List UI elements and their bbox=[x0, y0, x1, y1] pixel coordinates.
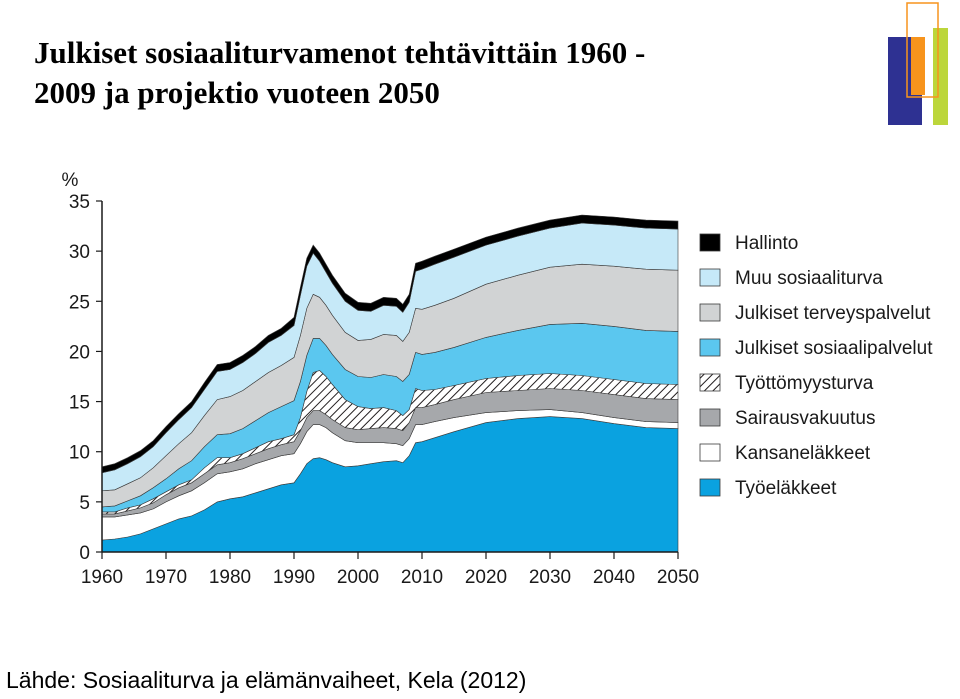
legend-swatch-julkiset-terveyspalvelut bbox=[699, 303, 721, 322]
x-tick-label: 2050 bbox=[657, 567, 699, 588]
area-layers bbox=[101, 214, 679, 553]
slide-title: Julkiset sosiaaliturvamenot tehtävittäin… bbox=[34, 33, 854, 113]
slide-title-line-2: 2009 ja projektio vuoteen 2050 bbox=[34, 75, 440, 110]
legend: Hallinto Muu sosiaaliturva Julkiset tervey… bbox=[699, 233, 933, 499]
legend-swatch-muu-sosiaaliturva bbox=[699, 268, 721, 287]
legend-label-julkiset-terveyspalvelut: Julkiset terveyspalvelut bbox=[735, 303, 931, 324]
legend-label-muu-sosiaaliturva: Muu sosiaaliturva bbox=[735, 268, 883, 289]
x-tick-label: 2000 bbox=[337, 567, 379, 588]
x-tick-label: 2010 bbox=[401, 567, 443, 588]
slide-title-line-1: Julkiset sosiaaliturvamenot tehtävittäin… bbox=[34, 35, 646, 70]
legend-swatch-kansanelakkeet bbox=[699, 443, 721, 462]
stacked-area-chart: % 0 5 10 15 20 25 30 35 1960 1970 1980 1990 2000 2010 2… bbox=[62, 170, 934, 588]
logo-outline bbox=[906, 2, 939, 98]
y-tick-label: 25 bbox=[69, 292, 90, 313]
legend-label-hallinto: Hallinto bbox=[735, 233, 798, 254]
logo-green-bar bbox=[933, 28, 948, 125]
source-note: Lähde: Sosiaaliturva ja elämänvaiheet, K… bbox=[6, 667, 527, 693]
x-tick-label: 1960 bbox=[81, 567, 123, 588]
legend-swatch-julkiset-sosiaalipalvelut bbox=[699, 338, 721, 357]
x-tick-label: 1990 bbox=[273, 567, 315, 588]
y-tick-label: 15 bbox=[69, 393, 90, 414]
y-axis-label: % bbox=[62, 170, 79, 191]
legend-swatch-hallinto bbox=[699, 233, 721, 252]
legend-swatch-tyottomyysturva bbox=[699, 373, 721, 392]
y-tick-label: 10 bbox=[69, 443, 90, 464]
y-tick-label: 20 bbox=[69, 342, 90, 363]
x-tick-label: 2020 bbox=[465, 567, 507, 588]
brand-logo bbox=[888, 2, 948, 125]
area-hallinto bbox=[101, 214, 679, 474]
x-tick-label: 1970 bbox=[145, 567, 187, 588]
y-tick-label: 0 bbox=[79, 543, 90, 564]
legend-label-kansanelakkeet: Kansaneläkkeet bbox=[735, 443, 871, 464]
legend-swatch-tyoelakkeet bbox=[699, 478, 721, 497]
x-tick-label: 1980 bbox=[209, 567, 251, 588]
x-tick-label: 2030 bbox=[529, 567, 571, 588]
legend-label-tyoelakkeet: Työeläkkeet bbox=[735, 478, 837, 499]
axes: % 0 5 10 15 20 25 30 35 1960 1970 1980 1990 2000 2010 2… bbox=[62, 170, 700, 588]
y-tick-label: 35 bbox=[69, 192, 90, 213]
legend-label-sairausvakuutus: Sairausvakuutus bbox=[735, 408, 875, 429]
y-tick-label: 5 bbox=[79, 493, 90, 514]
legend-swatch-sairausvakuutus bbox=[699, 408, 721, 427]
legend-label-julkiset-sosiaalipalvelut: Julkiset sosiaalipalvelut bbox=[735, 338, 933, 359]
x-tick-label: 2040 bbox=[593, 567, 635, 588]
legend-label-tyottomyysturva: Työttömyysturva bbox=[735, 373, 874, 394]
y-tick-label: 30 bbox=[69, 242, 90, 263]
logo-orange-bar bbox=[911, 37, 925, 95]
